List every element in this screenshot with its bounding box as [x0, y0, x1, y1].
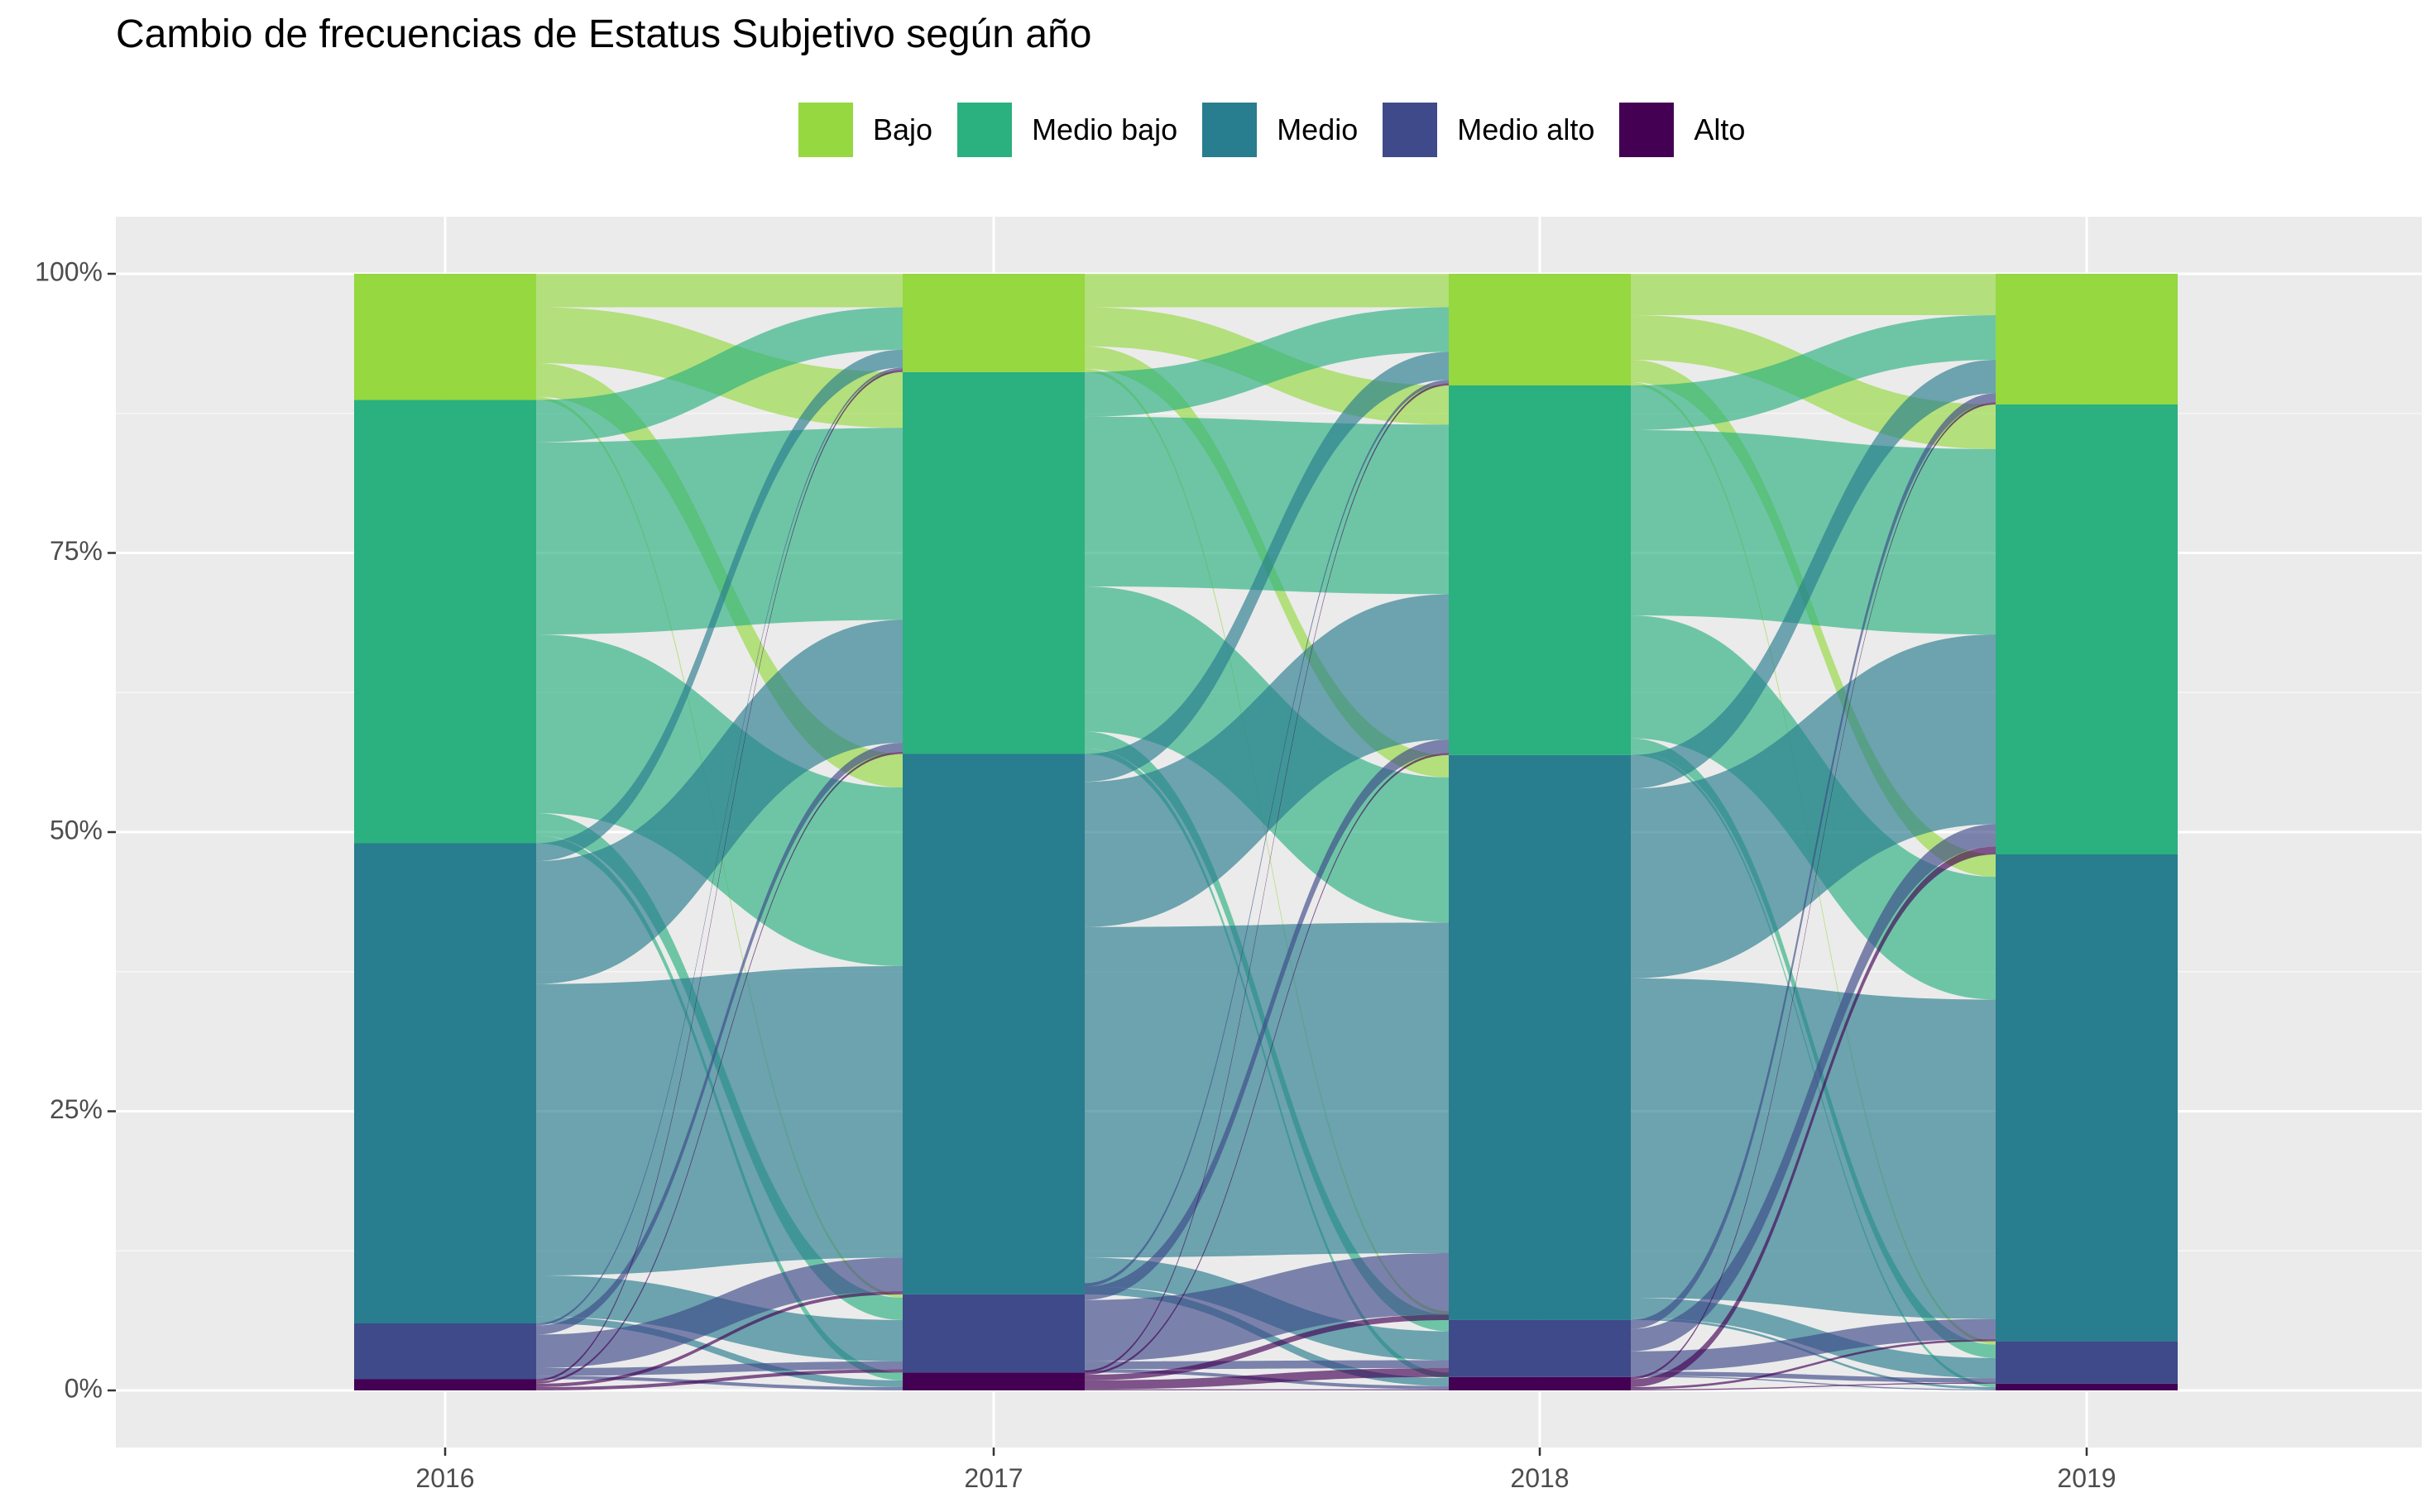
bar-2019-alto — [1996, 1383, 2178, 1390]
legend-key-medio-alto — [1383, 103, 1438, 157]
flow-medio-alto-to-bajo — [536, 367, 903, 1326]
bar-2018-bajo — [1449, 274, 1631, 385]
flow-medio-to-medio-bajo — [536, 620, 903, 984]
flow-medio-to-bajo — [1085, 352, 1449, 782]
flow-medio-alto-to-medio-bajo — [1631, 824, 1996, 1352]
bar-2016-medio-bajo — [354, 400, 536, 844]
flow-medio-alto-to-medio-alto — [1631, 1371, 1996, 1383]
legend-item-medio: Medio — [1202, 103, 1358, 157]
flow-medio-to-bajo — [1631, 359, 1996, 789]
flow-medio-alto-to-alto — [536, 1376, 903, 1390]
flow-medio-alto-to-medio-alto — [536, 1361, 903, 1376]
flow-medio-alto-to-medio — [1631, 1318, 1996, 1372]
legend-label-bajo: Bajo — [873, 112, 933, 146]
axis-layer: 0% 25% 50% 75% 100% 2016 2017 2018 2019 — [35, 256, 2116, 1493]
flow-medio-bajo-to-bajo — [536, 307, 903, 443]
bar-2017-bajo — [903, 274, 1085, 372]
flow-medio-to-medio — [1631, 978, 1996, 1319]
bar-2018-medio-alto — [1449, 1319, 1631, 1377]
x-tick-label-2016: 2016 — [415, 1463, 474, 1493]
legend-item-alto: Alto — [1619, 103, 1745, 157]
legend: Bajo Medio bajo Medio Medio alto Alto — [798, 101, 1770, 159]
flow-alto-to-medio-alto — [1085, 1368, 1449, 1390]
flow-medio-alto-to-medio-bajo — [536, 743, 903, 1335]
legend-label-medio-alto: Medio alto — [1457, 112, 1595, 146]
flow-medio-alto-to-medio — [536, 1257, 903, 1368]
bar-layer — [354, 274, 2178, 1390]
flow-alto-to-bajo — [1085, 383, 1449, 1373]
bar-2016-alto — [354, 1379, 536, 1390]
flow-alto-to-bajo — [1631, 402, 1996, 1380]
y-tick-label: 0% — [65, 1373, 103, 1403]
bar-2016-medio — [354, 843, 536, 1323]
flow-medio-alto-to-bajo — [1085, 380, 1449, 1287]
flow-alto-to-medio-bajo — [1631, 846, 1996, 1387]
bar-2019-medio-alto — [1996, 1341, 2178, 1384]
flow-medio-to-bajo — [536, 349, 903, 862]
flow-alto-to-medio — [1631, 1338, 1996, 1390]
flow-medio-alto-to-medio-alto — [1085, 1360, 1449, 1370]
x-tick-label-2017: 2017 — [964, 1463, 1023, 1493]
bar-2018-medio — [1449, 754, 1631, 1320]
flow-alto-to-medio-alto — [1631, 1382, 1996, 1390]
legend-key-alto — [1619, 103, 1675, 157]
bar-2019-medio-bajo — [1996, 404, 2178, 854]
bar-2019-medio — [1996, 854, 2178, 1342]
bar-2018-alto — [1449, 1376, 1631, 1390]
legend-label-medio-bajo: Medio bajo — [1032, 112, 1178, 146]
flow-medio-alto-to-alto — [1631, 1376, 1996, 1390]
flow-bajo-to-bajo — [536, 274, 903, 308]
legend-item-medio-bajo: Medio bajo — [957, 103, 1177, 157]
legend-item-medio-alto: Medio alto — [1383, 103, 1594, 157]
flow-bajo-to-medio-alto — [1085, 368, 1449, 1315]
x-tick-label-2018: 2018 — [1510, 1463, 1569, 1493]
flow-alto-to-medio-bajo — [536, 751, 903, 1384]
legend-label-alto: Alto — [1694, 112, 1746, 146]
flow-alto-to-medio-alto — [536, 1369, 903, 1390]
flow-medio-bajo-to-bajo — [1085, 307, 1449, 417]
y-tick-label: 25% — [50, 1094, 103, 1124]
bar-2019-bajo — [1996, 274, 2178, 404]
flow-alto-to-medio — [1085, 1314, 1449, 1380]
legend-key-medio-bajo — [957, 103, 1013, 157]
flow-medio-to-medio-bajo — [1631, 634, 1996, 978]
bar-2016-medio-alto — [354, 1323, 536, 1380]
flow-medio-bajo-to-medio-bajo — [1085, 416, 1449, 595]
flow-medio-to-alto — [536, 1316, 903, 1387]
flow-medio-to-medio — [536, 966, 903, 1275]
y-tick-label: 100% — [35, 256, 103, 286]
bar-2016-bajo — [354, 274, 536, 400]
flow-alto-to-bajo — [536, 370, 903, 1382]
bar-2017-alto — [903, 1372, 1085, 1390]
flow-medio-alto-to-medio — [1085, 1252, 1449, 1361]
bar-2017-medio — [903, 754, 1085, 1294]
flow-medio-to-medio-bajo — [1085, 594, 1449, 927]
flow-medio-alto-to-bajo — [1631, 393, 1996, 1329]
bar-2017-medio-alto — [903, 1294, 1085, 1373]
flow-medio-bajo-to-medio-bajo — [1631, 430, 1996, 635]
legend-key-medio — [1202, 103, 1258, 157]
flow-bajo-to-bajo — [1631, 274, 1996, 315]
legend-label-medio: Medio — [1277, 112, 1359, 146]
bar-2018-medio-bajo — [1449, 385, 1631, 755]
flow-medio-alto-to-medio-bajo — [1085, 739, 1449, 1300]
y-tick-label: 50% — [50, 815, 103, 845]
x-tick-label-2019: 2019 — [2057, 1463, 2116, 1493]
bar-2017-medio-bajo — [903, 371, 1085, 754]
legend-item-bajo: Bajo — [798, 103, 932, 157]
flow-layer — [536, 274, 1996, 1390]
flow-bajo-to-bajo — [1085, 274, 1449, 308]
flow-medio-bajo-to-bajo — [1631, 314, 1996, 430]
flow-medio-bajo-to-medio-bajo — [536, 428, 903, 635]
chart-title: Cambio de frecuencias de Estatus Subjeti… — [116, 12, 1092, 56]
flow-alto-to-medio-bajo — [1085, 753, 1449, 1376]
flow-alto-to-medio — [536, 1290, 903, 1387]
legend-key-bajo — [798, 103, 853, 157]
flow-medio-to-medio — [1085, 922, 1449, 1258]
y-tick-label: 75% — [50, 536, 103, 566]
